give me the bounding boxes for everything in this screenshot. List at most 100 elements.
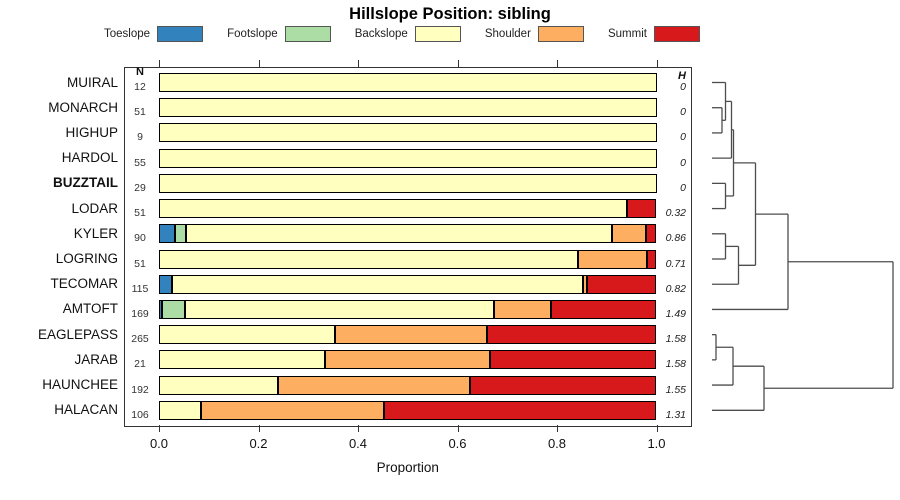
bar-row-halacan bbox=[159, 400, 657, 420]
bar-segment-shoulder bbox=[578, 249, 647, 269]
x-axis-tick-label: 0.8 bbox=[547, 436, 567, 451]
legend-item-backslope: Backslope bbox=[354, 25, 461, 42]
legend-item-summit: Summit bbox=[607, 25, 700, 42]
bar-segment-summit bbox=[490, 350, 657, 370]
n-value: 169 bbox=[131, 307, 149, 320]
h-value: 1.58 bbox=[665, 358, 686, 371]
bar-segment-backslope bbox=[185, 299, 495, 319]
n-value: 51 bbox=[134, 106, 146, 119]
bar-row-highup bbox=[159, 123, 657, 143]
bar-row-eaglepass bbox=[159, 325, 657, 345]
bar-segment-backslope bbox=[159, 199, 628, 219]
bar-row-muiral bbox=[159, 73, 657, 92]
h-value: 0 bbox=[680, 81, 686, 93]
bar-row-kyler bbox=[159, 224, 657, 244]
bar-segment-shoulder bbox=[278, 375, 470, 395]
x-axis-tick-label: 0.0 bbox=[149, 436, 169, 451]
bar-segment-summit bbox=[487, 325, 657, 345]
bar-segment-shoulder bbox=[582, 274, 588, 294]
bar-segment-backslope bbox=[159, 173, 657, 193]
bar-row-tecomar bbox=[159, 274, 657, 294]
bar-segment-backslope bbox=[159, 350, 325, 370]
bar-segment-backslope bbox=[159, 148, 657, 168]
legend-label: Backslope bbox=[354, 27, 408, 40]
bar-segment-summit bbox=[645, 224, 657, 244]
bar-row-jarab bbox=[159, 350, 657, 370]
n-value: 192 bbox=[131, 383, 149, 396]
legend-swatch-backslope bbox=[414, 25, 461, 42]
bar-segment-summit bbox=[627, 199, 657, 219]
series-label-lodar: LODAR bbox=[71, 200, 118, 216]
legend-label: Toeslope bbox=[104, 27, 151, 40]
n-column-header: N bbox=[136, 66, 144, 78]
n-value: 9 bbox=[137, 131, 143, 144]
n-value: 55 bbox=[134, 156, 146, 169]
bar-segment-summit bbox=[384, 400, 657, 420]
h-value: 0 bbox=[680, 131, 686, 144]
bar-row-monarch bbox=[159, 98, 657, 118]
x-axis-tick-bottom bbox=[457, 425, 459, 432]
series-label-buzztail: BUZZTAIL bbox=[53, 175, 118, 191]
bar-segment-backslope bbox=[159, 98, 657, 118]
bar-segment-backslope bbox=[159, 325, 336, 345]
x-axis-tick-top bbox=[258, 60, 260, 67]
bar-segment-toeslope bbox=[159, 224, 176, 244]
h-value: 0.32 bbox=[665, 207, 686, 220]
series-label-jarab: JARAB bbox=[74, 351, 118, 367]
bar-segment-backslope bbox=[186, 224, 612, 244]
h-value: 1.49 bbox=[665, 307, 686, 320]
legend: Toeslope Footslope Backslope Shoulder Summit bbox=[104, 25, 700, 42]
x-axis-title: Proportion bbox=[376, 460, 439, 475]
h-value: 0 bbox=[680, 106, 686, 119]
series-label-tecomar: TECOMAR bbox=[50, 276, 119, 292]
h-value: 0.71 bbox=[665, 257, 686, 270]
bar-segment-backslope bbox=[159, 73, 657, 92]
n-value: 51 bbox=[134, 207, 146, 220]
x-axis-tick-bottom bbox=[656, 425, 658, 432]
bar-row-haunchee bbox=[159, 375, 657, 395]
bar-segment-footslope bbox=[161, 299, 186, 319]
x-axis-tick-bottom bbox=[258, 425, 260, 432]
n-value: 12 bbox=[134, 81, 146, 93]
legend-label: Summit bbox=[607, 27, 647, 40]
n-value: 21 bbox=[134, 358, 146, 371]
bar-row-lodar bbox=[159, 199, 657, 219]
bar-row-logring bbox=[159, 249, 657, 269]
x-axis-tick-bottom bbox=[159, 425, 160, 432]
bar-segment-toeslope bbox=[159, 299, 162, 319]
series-label-hardol: HARDOL bbox=[61, 150, 118, 166]
series-label-highup: HIGHUP bbox=[65, 124, 118, 140]
x-axis-tick-top bbox=[656, 60, 658, 67]
legend-item-shoulder: Shoulder bbox=[484, 25, 584, 42]
legend-swatch-summit bbox=[653, 25, 700, 42]
x-axis-tick-top bbox=[557, 60, 558, 67]
bar-segment-shoulder bbox=[324, 350, 491, 370]
x-axis-tick-bottom bbox=[557, 425, 558, 432]
x-axis-tick-bottom bbox=[358, 425, 359, 432]
h-value: 1.31 bbox=[665, 408, 686, 421]
x-axis-tick-label: 1.0 bbox=[647, 436, 666, 451]
h-value: 1.55 bbox=[665, 383, 686, 396]
legend-label: Shoulder bbox=[484, 27, 531, 40]
legend-label: Footslope bbox=[227, 27, 278, 40]
n-value: 51 bbox=[134, 257, 146, 270]
bar-segment-shoulder bbox=[201, 400, 385, 420]
x-axis-tick-top bbox=[159, 60, 160, 67]
legend-swatch-shoulder bbox=[537, 25, 584, 42]
n-value: 265 bbox=[131, 333, 149, 346]
bar-segment-summit bbox=[550, 299, 657, 319]
n-value: 115 bbox=[131, 282, 149, 295]
bar-segment-summit bbox=[469, 375, 657, 395]
x-axis-tick-label: 0.2 bbox=[249, 436, 268, 451]
series-label-eaglepass: EAGLEPASS bbox=[37, 326, 118, 342]
x-axis-tick-label: 0.4 bbox=[348, 436, 368, 451]
x-axis-tick-top bbox=[358, 60, 359, 67]
legend-swatch-footslope bbox=[284, 25, 331, 42]
series-label-haunchee: HAUNCHEE bbox=[42, 377, 118, 393]
bar-segment-summit bbox=[646, 249, 657, 269]
bar-row-hardol bbox=[159, 148, 657, 168]
series-label-halacan: HALACAN bbox=[54, 402, 118, 418]
bar-segment-backslope bbox=[159, 249, 579, 269]
bar-segment-footslope bbox=[175, 224, 187, 244]
h-value: 0.86 bbox=[665, 232, 686, 245]
